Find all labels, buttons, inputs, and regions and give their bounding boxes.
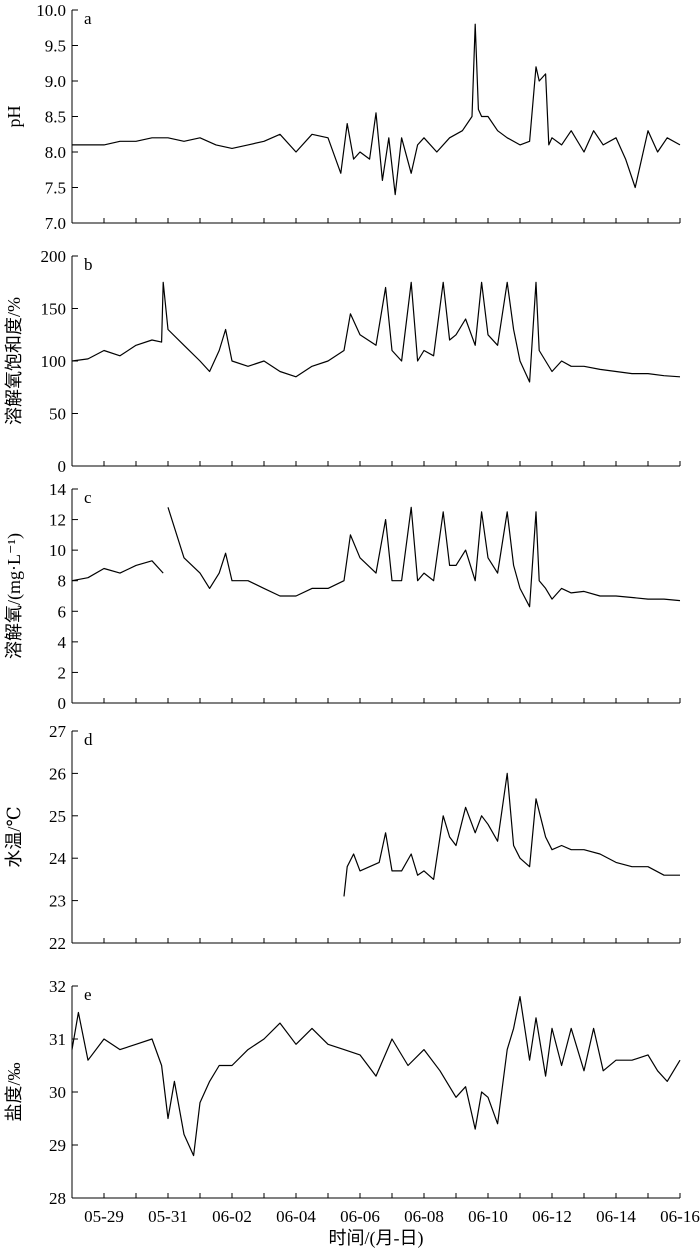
x-tick-label: 06-14 <box>596 1207 636 1226</box>
series-line <box>343 772 680 897</box>
y-tick-label: 27 <box>49 722 67 741</box>
panel-letter: c <box>84 488 92 507</box>
series-line <box>71 996 681 1157</box>
y-tick-label: 31 <box>49 1030 66 1049</box>
y-tick-label: 22 <box>49 934 66 953</box>
y-tick-label: 23 <box>49 892 66 911</box>
x-axis-label: 时间/(月-日) <box>329 1228 424 1249</box>
y-tick-label: 0 <box>58 694 67 713</box>
y-tick-label: 8.0 <box>45 143 66 162</box>
panel-letter: d <box>84 730 93 749</box>
panel-letter: e <box>84 985 92 1004</box>
x-tick-label: 06-04 <box>276 1207 316 1226</box>
y-tick-label: 4 <box>58 633 67 652</box>
x-tick-label: 06-16 <box>660 1207 700 1226</box>
x-tick-label: 05-31 <box>148 1207 188 1226</box>
panel-letter: b <box>84 255 93 274</box>
panel-c: 0 2 4 6 8 10 12 14 c 溶解氧/(mg·L⁻¹) <box>4 480 681 713</box>
panel-a: 7.0 7.5 8.0 8.5 9.0 9.5 10.0 a pH <box>4 1 681 233</box>
x-axis: 05-29 05-31 06-02 06-04 06-06 06-08 06-10 06-12… <box>84 1207 700 1226</box>
y-tick-label: 12 <box>49 511 66 530</box>
y-tick-label: 10 <box>49 541 66 560</box>
y-axis-label: 盐度/‰ <box>4 1062 24 1121</box>
y-tick-label: 8.5 <box>45 108 66 127</box>
y-tick-label: 25 <box>49 807 66 826</box>
y-tick-label: 9.0 <box>45 72 66 91</box>
x-tick-label: 06-06 <box>340 1207 380 1226</box>
x-tick-label: 06-08 <box>404 1207 444 1226</box>
series-line <box>72 23 681 196</box>
y-axis-label: 溶解氧/(mg·L⁻¹) <box>4 533 25 659</box>
series-line <box>71 506 681 608</box>
y-tick-label: 9.5 <box>45 37 66 56</box>
x-tick-label: 05-29 <box>84 1207 124 1226</box>
y-tick-label: 0 <box>58 457 67 476</box>
x-tick-label: 06-12 <box>532 1207 572 1226</box>
y-tick-label: 7.0 <box>45 214 66 233</box>
y-tick-label: 32 <box>49 977 66 996</box>
y-tick-label: 2 <box>58 663 67 682</box>
y-tick-label: 6 <box>58 602 67 621</box>
y-axis-label: 溶解氧饱和度/% <box>4 297 24 425</box>
series-line <box>71 281 681 383</box>
y-tick-label: 30 <box>49 1083 66 1102</box>
y-tick-label: 29 <box>49 1136 66 1155</box>
x-tick-label: 06-02 <box>212 1207 252 1226</box>
y-tick-label: 28 <box>49 1189 66 1208</box>
y-tick-label: 150 <box>41 300 67 319</box>
y-tick-label: 26 <box>49 764 66 783</box>
y-tick-label: 100 <box>41 352 67 371</box>
y-tick-label: 200 <box>41 247 67 266</box>
panel-d: 22 23 24 25 26 27 d 水温/℃ <box>4 722 681 953</box>
y-tick-label: 14 <box>49 480 67 499</box>
y-tick-label: 7.5 <box>45 179 66 198</box>
y-tick-label: 10.0 <box>36 1 66 20</box>
x-tick-label: 06-10 <box>468 1207 508 1226</box>
y-axis-label: pH <box>4 106 24 128</box>
y-tick-label: 50 <box>49 405 66 424</box>
panel-letter: a <box>84 9 92 28</box>
panel-b: 0 50 100 150 200 b 溶解氧饱和度/% <box>4 247 681 476</box>
y-tick-label: 24 <box>49 849 67 868</box>
panel-e: 28 29 30 31 32 e 盐度/‰ <box>4 977 681 1208</box>
y-axis-label: 水温/℃ <box>4 806 24 867</box>
y-tick-label: 8 <box>58 572 67 591</box>
